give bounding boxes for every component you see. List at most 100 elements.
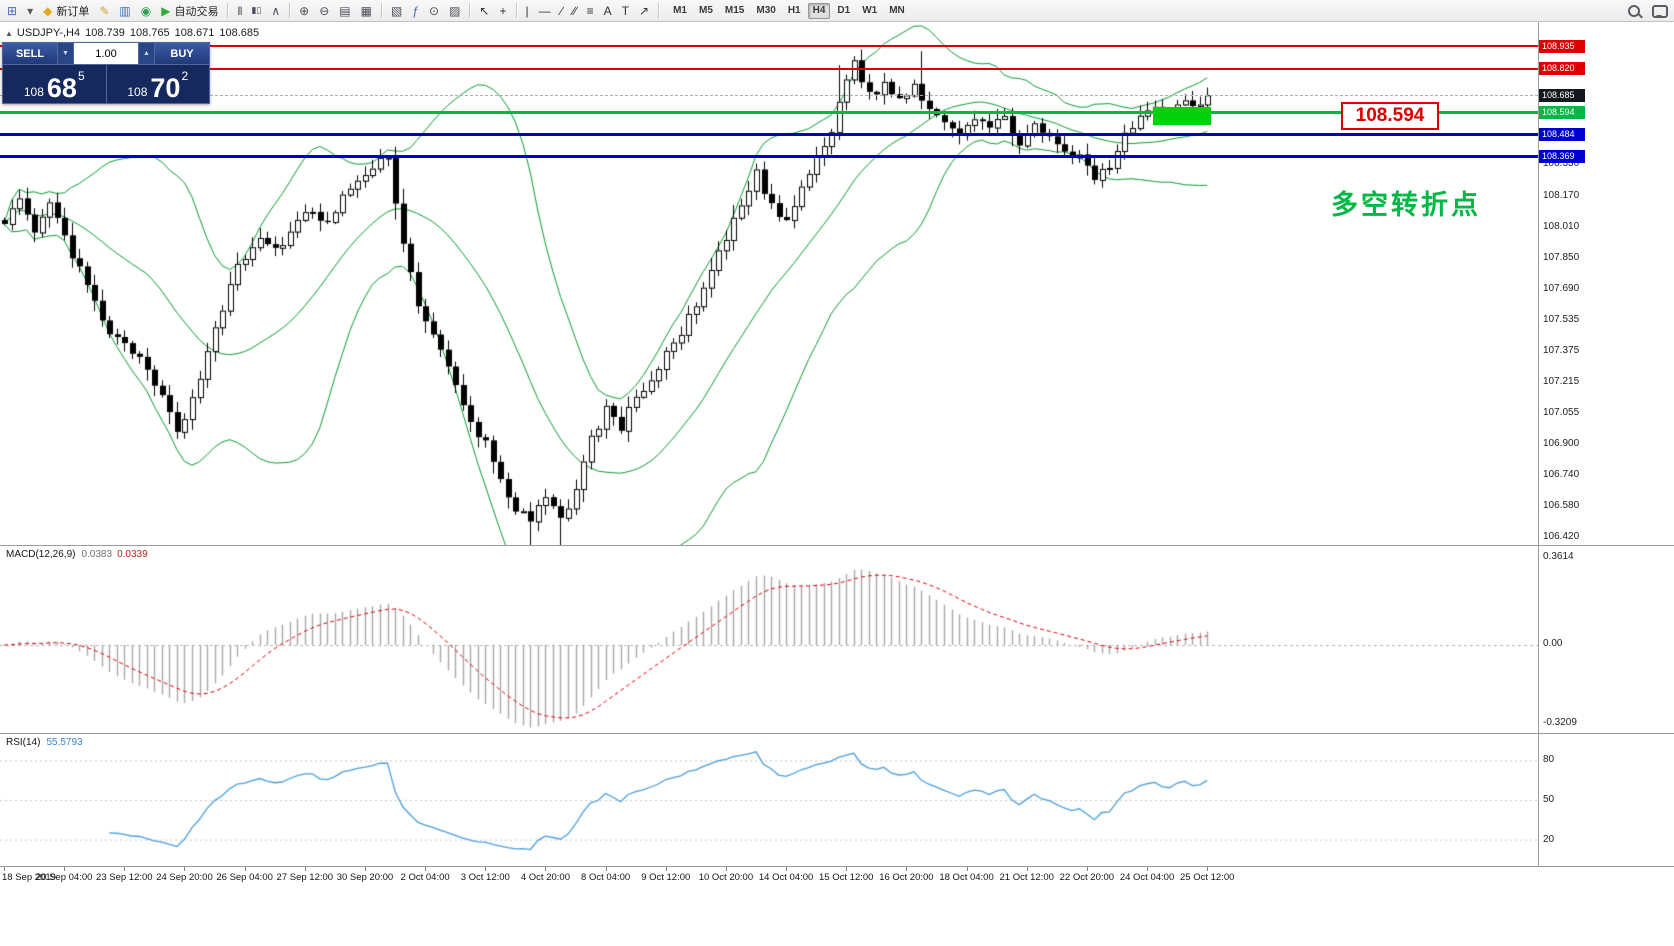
- toolbar-right: [1628, 0, 1668, 22]
- price-scale-tick: 107.375: [1543, 344, 1580, 356]
- timeframe-h1[interactable]: H1: [787, 4, 801, 16]
- arrow-shapes-icon[interactable]: ↗: [635, 0, 653, 21]
- chart-line-icon[interactable]: ∧: [267, 0, 284, 21]
- price-scale-tick: 106.740: [1543, 468, 1580, 480]
- time-tick: [665, 866, 667, 871]
- indicators-glyph: ƒ: [412, 3, 420, 18]
- search-icon[interactable]: [1628, 5, 1640, 17]
- time-tick: [1147, 866, 1149, 871]
- price-chart-canvas[interactable]: [0, 22, 1538, 545]
- time-tick: [364, 866, 366, 871]
- text-icon[interactable]: A: [600, 0, 616, 21]
- timeframe-m5[interactable]: M5: [699, 4, 713, 16]
- trendline-glyph: ∕: [560, 3, 563, 18]
- periods-icon[interactable]: ⊙: [425, 0, 443, 21]
- time-label: 16 Oct 20:00: [879, 872, 934, 883]
- panel-separator[interactable]: [0, 545, 1674, 546]
- trendline-icon[interactable]: ∕: [557, 0, 567, 21]
- metaeditor-icon[interactable]: ✎: [95, 0, 113, 21]
- zoom-out-icon[interactable]: ⊖: [315, 0, 333, 21]
- autotrade-button[interactable]: ▶ 自动交易: [157, 0, 222, 21]
- turning-point-note[interactable]: 多空转折点: [1331, 190, 1481, 220]
- timeframe-m30[interactable]: M30: [756, 4, 776, 16]
- chart-line-glyph: ∧: [271, 3, 281, 18]
- profiles-chevron-glyph: ▾: [27, 3, 34, 18]
- crosshair-icon[interactable]: +: [495, 0, 510, 21]
- volume-input[interactable]: [74, 43, 138, 64]
- time-label: 18 Oct 04:00: [939, 872, 994, 883]
- price-scale-tick: 108.010: [1543, 220, 1580, 232]
- market-watch-glyph: ▥: [119, 3, 131, 18]
- volume-increase-button[interactable]: ▲: [138, 43, 155, 64]
- autotrade-label: 自动交易: [174, 5, 219, 18]
- toolbar: ⊞ ▾ ◆ 新订单 ✎ ▥ ◉ ▶ 自动交易 ||| ▮▯ ∧ ⊕ ⊖ ▤ ▦ ▧ ƒ ⊙ ▨ ↖ + | — ∕ ∕∕ ≡ A T ↗ M…: [0, 0, 1674, 22]
- sell-price[interactable]: 108 68 5: [3, 65, 107, 103]
- timeframe-m15[interactable]: M15: [724, 4, 745, 16]
- horizontal-line-icon[interactable]: —: [535, 0, 555, 21]
- green-zone-rectangle[interactable]: [1153, 107, 1211, 125]
- panel-separator[interactable]: [0, 733, 1674, 734]
- zoom-in-icon[interactable]: ⊕: [295, 0, 313, 21]
- hline-108.369[interactable]: [0, 155, 1538, 159]
- time-label: 14 Oct 04:00: [758, 872, 814, 883]
- time-label: 3 Oct 12:00: [460, 872, 510, 883]
- ohlc-low: 108.671: [174, 27, 215, 39]
- time-label: 9 Oct 12:00: [641, 872, 691, 883]
- hline-108.594[interactable]: [0, 111, 1538, 115]
- equidistant-channel-icon[interactable]: ∕∕: [569, 0, 581, 21]
- chart-bars-icon[interactable]: |||: [233, 0, 245, 21]
- time-label: 10 Oct 20:00: [698, 872, 754, 883]
- chat-icon[interactable]: [1652, 4, 1668, 18]
- text-label-icon[interactable]: T: [618, 0, 633, 21]
- navigator-icon[interactable]: ◉: [137, 0, 155, 21]
- timeframe-m1[interactable]: M1: [673, 4, 687, 16]
- market-watch-icon[interactable]: ▥: [115, 0, 134, 21]
- fibonacci-icon[interactable]: ≡: [583, 0, 598, 21]
- tile-windows-icon[interactable]: ▦: [357, 0, 376, 21]
- new-chart-icon[interactable]: ⊞: [3, 0, 21, 21]
- macd-canvas[interactable]: [0, 546, 1538, 733]
- time-label: 18 Sep 2019: [2, 872, 56, 883]
- macd-value-main: 0.0383: [81, 549, 113, 560]
- cascade-windows-icon[interactable]: ▤: [335, 0, 354, 21]
- toolbar-separator: [658, 3, 660, 18]
- price-scale-tick: 107.690: [1543, 283, 1580, 295]
- time-tick: [605, 866, 607, 871]
- new-order-button[interactable]: ◆ 新订单: [39, 0, 93, 21]
- hline-108.820[interactable]: [0, 67, 1538, 70]
- price-tag-108.369: 108.369: [1539, 150, 1585, 164]
- volume-decrease-button[interactable]: ▼: [57, 43, 74, 64]
- buy-price-pips: 70: [150, 73, 181, 104]
- collapse-trade-panel-icon[interactable]: ▲: [5, 29, 13, 38]
- arrange-windows-icon[interactable]: ▧: [387, 0, 406, 21]
- time-label: 21 Oct 12:00: [999, 872, 1054, 883]
- rsi-canvas[interactable]: [0, 734, 1538, 866]
- new-order-label: 新订单: [56, 5, 90, 18]
- periods-glyph: ⊙: [429, 3, 440, 18]
- macd-scale-top: 0.3614: [1543, 551, 1574, 562]
- hline-108.935[interactable]: [0, 45, 1538, 48]
- ohlc-close: 108.685: [219, 27, 260, 39]
- sell-button[interactable]: SELL: [3, 43, 57, 64]
- price-scale-tick: 106.900: [1543, 437, 1580, 449]
- timeframe-h4[interactable]: H4: [807, 2, 831, 19]
- profiles-chevron-icon[interactable]: ▾: [23, 0, 37, 21]
- templates-icon[interactable]: ▨: [445, 0, 464, 21]
- toolbar-separator: [289, 3, 291, 18]
- arrange-windows-glyph: ▧: [390, 3, 403, 18]
- buy-price[interactable]: 108 70 2: [107, 65, 210, 103]
- price-scale-tick: 107.535: [1543, 313, 1580, 325]
- hline-108.484[interactable]: [0, 132, 1538, 136]
- timeframe-mn[interactable]: MN: [889, 4, 905, 16]
- timeframe-d1[interactable]: D1: [837, 4, 851, 16]
- indicators-icon[interactable]: ƒ: [408, 0, 423, 21]
- price-callout-label[interactable]: 108.594: [1341, 102, 1439, 130]
- vertical-line-icon[interactable]: |: [522, 0, 533, 21]
- timeframe-w1[interactable]: W1: [862, 4, 878, 16]
- time-label: 24 Oct 04:00: [1119, 872, 1175, 883]
- buy-button[interactable]: BUY: [155, 43, 209, 64]
- buy-price-point: 2: [181, 69, 189, 83]
- cursor-icon[interactable]: ↖: [475, 0, 493, 21]
- chart-candles-icon[interactable]: ▮▯: [247, 0, 265, 21]
